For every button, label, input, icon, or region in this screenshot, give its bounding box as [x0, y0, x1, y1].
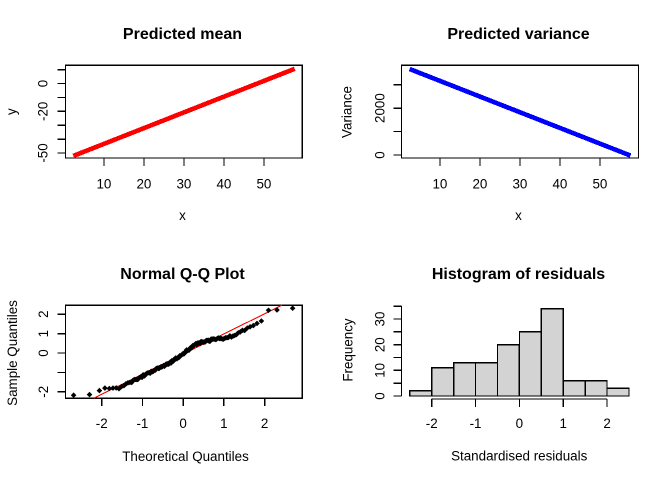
svg-text:0: 0	[516, 416, 523, 431]
svg-text:0: 0	[36, 80, 51, 87]
svg-text:-2: -2	[96, 416, 108, 431]
svg-text:1: 1	[220, 416, 227, 431]
svg-text:2: 2	[603, 416, 610, 431]
svg-text:0: 0	[179, 416, 186, 431]
svg-text:Variance: Variance	[340, 86, 355, 138]
svg-text:y: y	[4, 108, 19, 115]
svg-text:2000: 2000	[372, 93, 387, 123]
svg-text:10: 10	[96, 177, 111, 192]
svg-text:1: 1	[36, 330, 51, 337]
svg-text:x: x	[515, 208, 522, 223]
svg-text:Theoretical Quantiles: Theoretical Quantiles	[122, 449, 249, 464]
svg-text:30: 30	[176, 177, 191, 192]
svg-text:Histogram of residuals: Histogram of residuals	[432, 266, 605, 283]
svg-text:Standardised residuals: Standardised residuals	[451, 449, 588, 464]
svg-text:0: 0	[36, 349, 51, 356]
svg-text:40: 40	[552, 177, 567, 192]
svg-text:Predicted variance: Predicted variance	[447, 26, 589, 43]
svg-text:20: 20	[372, 337, 387, 352]
svg-text:30: 30	[512, 177, 527, 192]
svg-text:50: 50	[256, 177, 271, 192]
svg-text:0: 0	[372, 392, 387, 399]
svg-text:x: x	[179, 208, 186, 223]
svg-text:1: 1	[560, 416, 567, 431]
svg-text:10: 10	[372, 363, 387, 378]
svg-text:Frequency: Frequency	[341, 318, 356, 382]
svg-text:40: 40	[216, 177, 231, 192]
svg-text:-2: -2	[426, 416, 438, 431]
svg-text:-20: -20	[36, 102, 51, 121]
svg-text:Normal Q-Q Plot: Normal Q-Q Plot	[120, 266, 245, 283]
svg-text:10: 10	[432, 177, 447, 192]
svg-text:50: 50	[592, 177, 607, 192]
svg-text:2: 2	[261, 416, 268, 431]
svg-text:0: 0	[372, 151, 387, 158]
svg-text:30: 30	[372, 312, 387, 327]
svg-text:-2: -2	[36, 386, 51, 398]
svg-text:2: 2	[36, 310, 51, 317]
svg-text:20: 20	[136, 177, 151, 192]
svg-text:20: 20	[472, 177, 487, 192]
svg-text:Predicted mean: Predicted mean	[123, 26, 242, 43]
svg-text:-1: -1	[470, 416, 482, 431]
svg-text:-1: -1	[136, 416, 148, 431]
svg-text:Sample Quantiles: Sample Quantiles	[5, 300, 20, 406]
svg-text:-50: -50	[36, 143, 51, 162]
